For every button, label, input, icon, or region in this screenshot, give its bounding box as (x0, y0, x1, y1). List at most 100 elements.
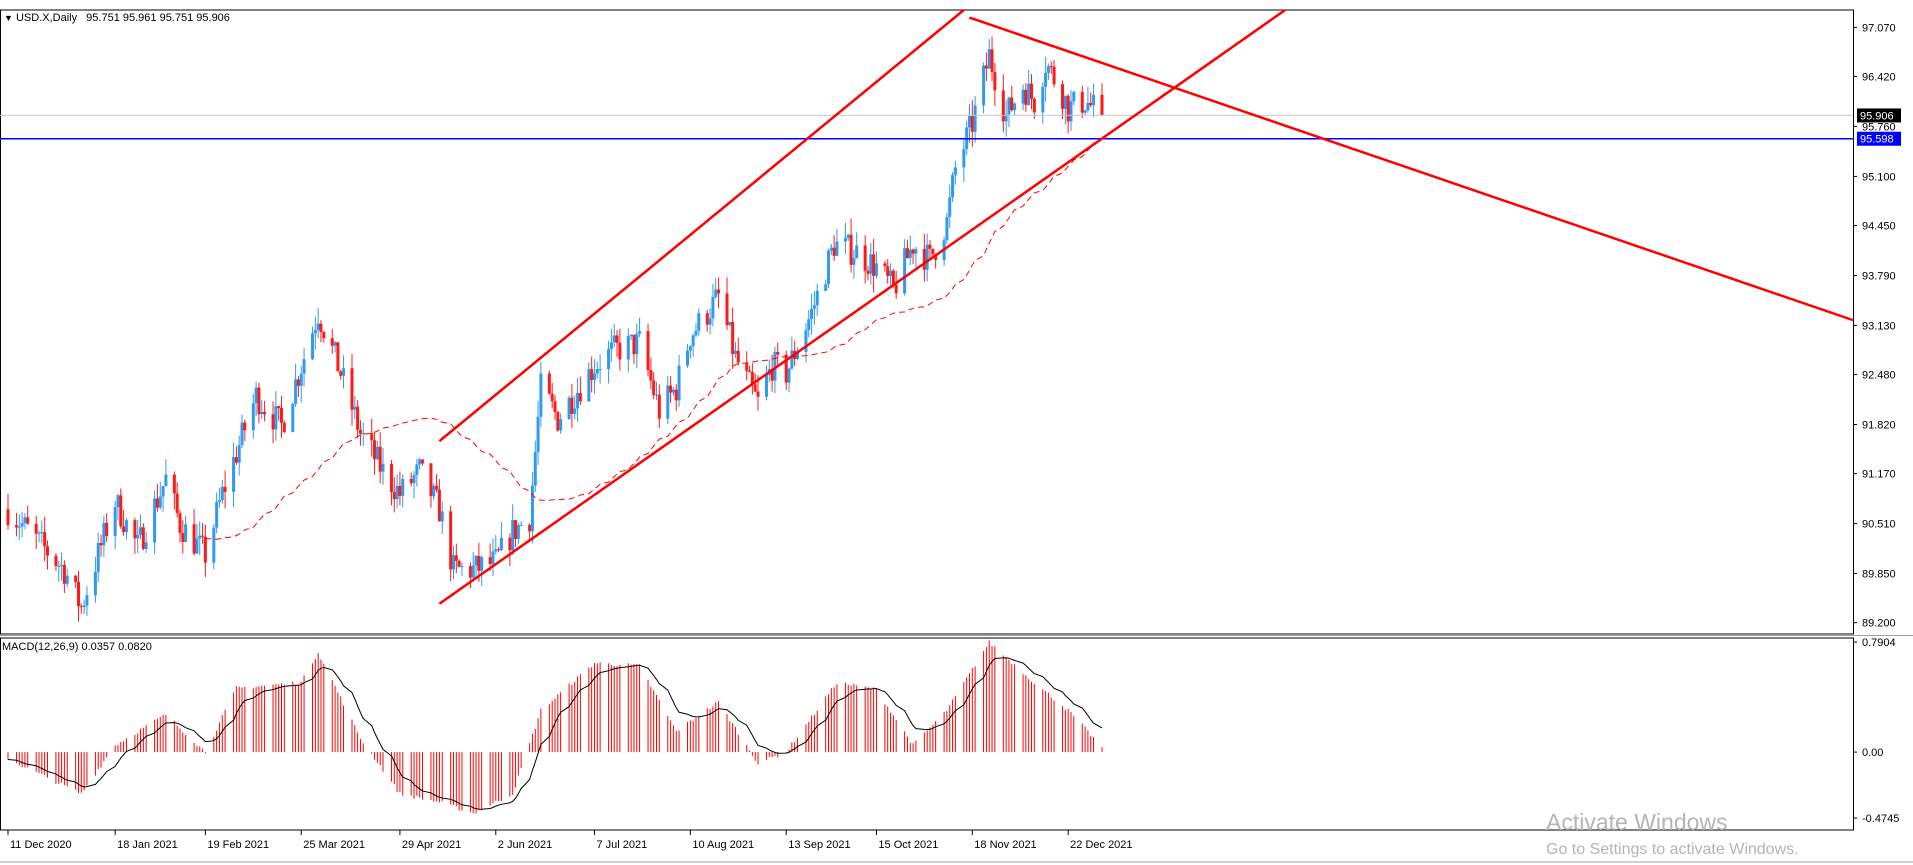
candle-body (612, 335, 616, 343)
candle-body (632, 334, 636, 355)
candle (694, 323, 698, 338)
candle-body (133, 520, 137, 539)
candle (57, 561, 61, 582)
candle-body (829, 247, 833, 251)
candle (212, 523, 216, 570)
candle-body (432, 485, 436, 497)
candle (389, 459, 393, 506)
candle-body (1086, 102, 1090, 111)
candle-body (686, 350, 690, 366)
candle-body (418, 459, 422, 465)
candle (322, 330, 326, 343)
candle (736, 337, 740, 366)
candle-body (57, 565, 61, 567)
trendline-channel_lower[interactable] (438, 8, 1286, 605)
candle-body (550, 393, 554, 402)
candle (76, 570, 80, 622)
candle-body (508, 537, 512, 551)
candle (1100, 83, 1104, 116)
candle-body (908, 249, 912, 259)
candle-body (223, 486, 227, 492)
candle-body (294, 379, 298, 404)
candle-body (1027, 83, 1031, 105)
candle (547, 370, 551, 395)
time-tick-label: 25 Mar 2021 (303, 839, 365, 851)
candle-body (184, 524, 188, 542)
candle (420, 459, 424, 466)
candle-body (863, 245, 867, 271)
candle (356, 399, 360, 439)
candle (1092, 83, 1096, 118)
price-tick-label: 89.850 (1862, 568, 1896, 580)
candle-body (708, 318, 712, 325)
candle (203, 524, 207, 578)
candle-body (618, 342, 622, 360)
macd-panel[interactable] (7, 640, 1103, 814)
candle-body (671, 389, 675, 393)
candle (632, 334, 636, 364)
candle-body (1061, 84, 1065, 109)
candle (852, 249, 856, 279)
candle (350, 354, 354, 426)
candle (745, 351, 749, 381)
candle (223, 470, 227, 509)
price-tick-label: 94.450 (1862, 221, 1896, 233)
candle (1086, 86, 1090, 113)
level-price-tag[interactable] (1857, 131, 1901, 146)
trendline-channel_upper[interactable] (438, 9, 965, 443)
candle-body (356, 406, 360, 430)
candle-body (102, 522, 106, 546)
candle-body (691, 335, 695, 347)
time-tick-label: 7 Jul 2021 (596, 839, 647, 851)
candle (161, 486, 165, 512)
candle (409, 472, 413, 487)
candle-body (412, 475, 416, 484)
candle-body (883, 263, 887, 267)
candle (559, 413, 563, 434)
candle (342, 355, 346, 389)
dropdown-triangle-icon[interactable]: ▼ (4, 13, 13, 23)
candle (299, 366, 303, 403)
candle-body (370, 433, 374, 441)
candle (40, 520, 44, 544)
candle-body (688, 346, 692, 351)
candle (671, 387, 675, 397)
time-tick-label: 2 Jun 2021 (498, 839, 552, 851)
candle (925, 233, 929, 282)
candle (1061, 80, 1065, 120)
candle (1083, 109, 1087, 116)
candle-body (1010, 97, 1014, 111)
candle-body (85, 595, 89, 606)
candle-body (172, 474, 176, 494)
trendline-resistance_down[interactable] (969, 16, 1854, 322)
candle (435, 474, 439, 493)
candle-body (378, 446, 382, 472)
candle-body (316, 323, 320, 330)
candle-body (277, 406, 281, 409)
candle-body (358, 429, 362, 434)
candle-body (894, 284, 898, 294)
candle (536, 400, 540, 465)
candle (1024, 83, 1028, 112)
candle-body (203, 536, 207, 563)
candle-body (429, 463, 433, 497)
candle-body (784, 354, 788, 383)
candle-body (649, 369, 653, 381)
candle-body (945, 216, 949, 241)
activation-watermark-subtitle: Go to Settings to activate Windows. (1546, 841, 1799, 858)
trendline-layer[interactable] (0, 8, 1854, 605)
candle-body (474, 555, 478, 566)
candle-body (931, 248, 935, 255)
candle (277, 405, 281, 421)
candle (263, 400, 267, 422)
candle (908, 236, 912, 266)
candle (982, 62, 986, 114)
candle (827, 248, 830, 289)
candle (928, 240, 932, 261)
candlestick-series (6, 36, 1104, 622)
candle-body (93, 571, 97, 596)
candle-body (76, 581, 80, 607)
candle-body (449, 511, 453, 570)
candle-body (251, 403, 255, 431)
